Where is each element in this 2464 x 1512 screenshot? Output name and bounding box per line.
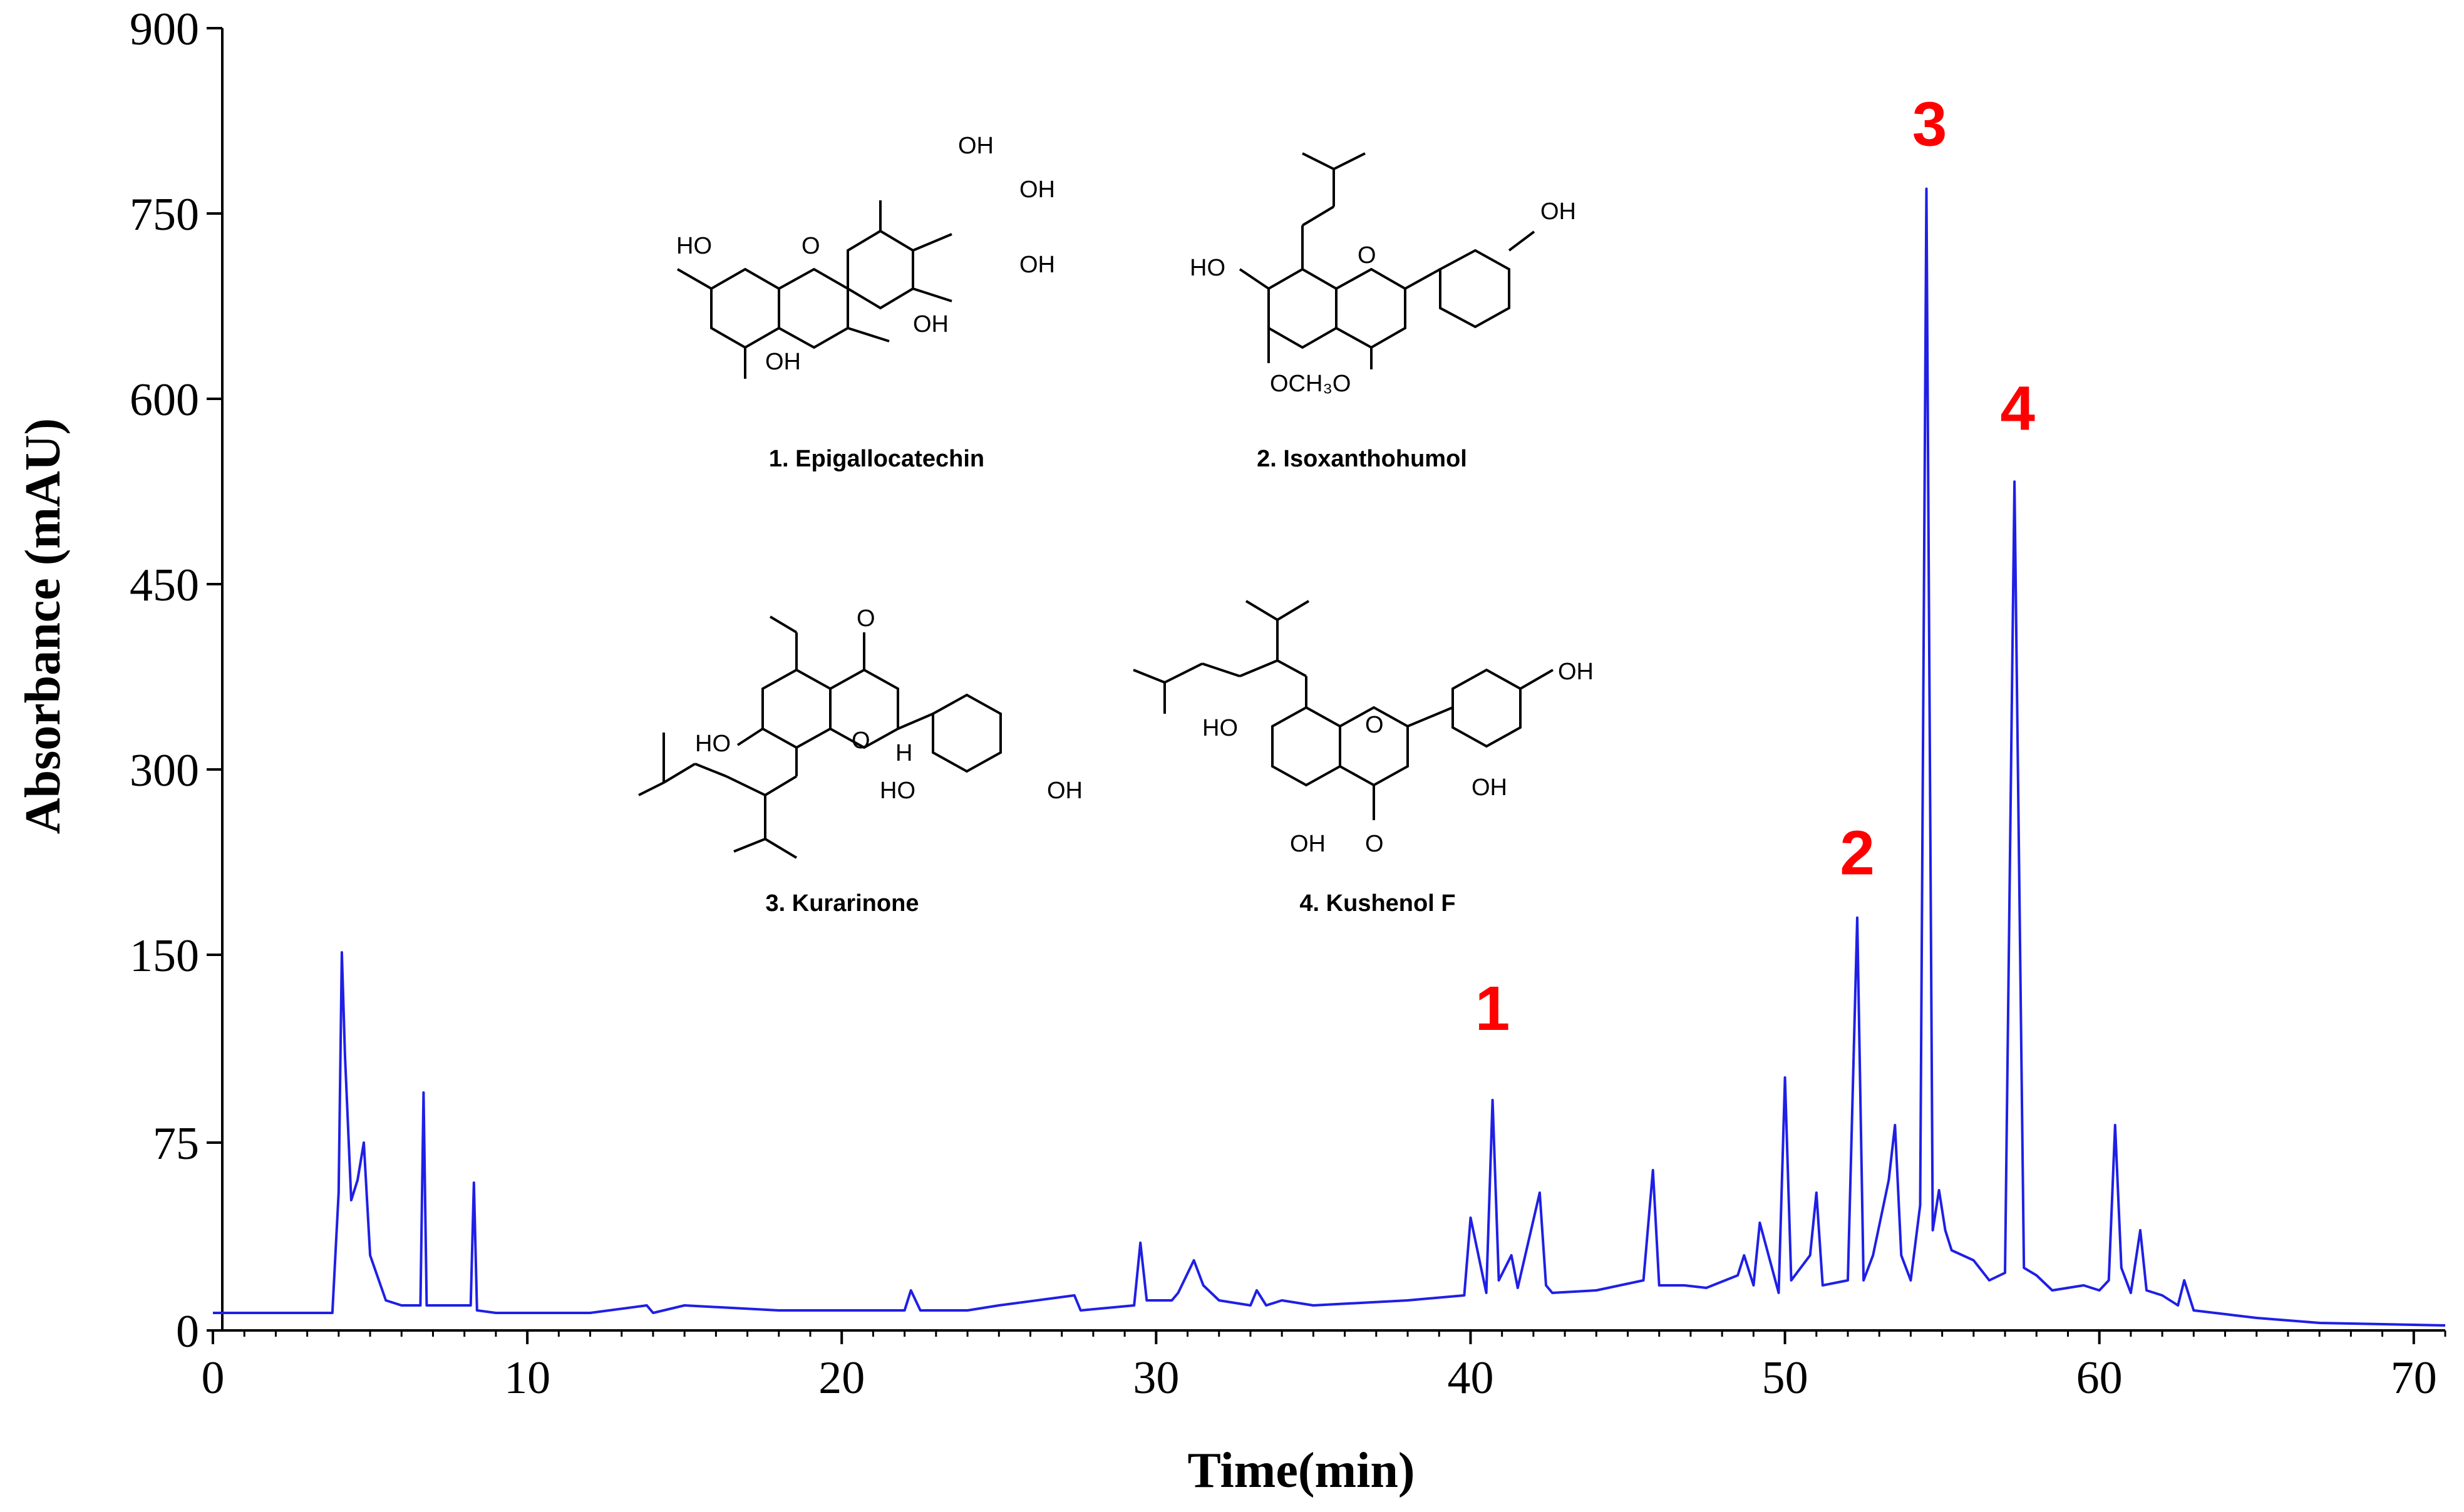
y-tick-label: 0 (176, 1306, 199, 1357)
y-tick-label: 750 (130, 189, 199, 240)
atom-label: OH (1540, 198, 1576, 225)
x-tick-label: 30 (1133, 1352, 1179, 1404)
structure-caption: 4. Kushenol F (1299, 890, 1455, 917)
series-line-0 (213, 187, 2446, 1327)
y-tick-label: 300 (130, 745, 199, 796)
axes (213, 28, 2445, 1332)
atom-label: O (802, 233, 820, 259)
atom-label: OH (1019, 252, 1055, 278)
atom-label: OH (1019, 177, 1055, 203)
atom-label: H (895, 740, 912, 766)
structure-epigallocatechin: HO O OH OH OH OH OH 1. Epigallocatechin (676, 133, 1055, 472)
atom-label: HO (1202, 715, 1238, 741)
y-tick-label: 600 (130, 374, 199, 426)
structure-isoxanthohumol: HO O OH OCH₃O 2. Isoxanthohumol (1190, 152, 1576, 472)
atom-label: OH (1047, 778, 1083, 804)
atom-label: OH (913, 311, 949, 337)
x-tick-label: 40 (1447, 1352, 1493, 1404)
atom-label: O (1365, 831, 1384, 857)
y-tick-label: 450 (130, 560, 199, 611)
structure-caption: 3. Kurarinone (766, 890, 919, 917)
x-tick-label: 0 (202, 1352, 225, 1404)
atom-label: HO (1190, 255, 1225, 281)
peak-label-2: 2 (1840, 818, 1875, 888)
peak-label-3: 3 (1912, 89, 1947, 159)
x-axis-title: Time(min) (1188, 1443, 1415, 1498)
x-tick-label: 60 (2076, 1352, 2123, 1404)
peak-labels: 1 2 3 4 (1475, 89, 2036, 1044)
x-tick-label: 50 (1762, 1352, 1808, 1404)
x-tick-label: 10 (504, 1352, 550, 1404)
atom-label: HO (880, 778, 915, 804)
structure-caption: 1. Epigallocatechin (769, 446, 984, 472)
series-layer (213, 187, 2446, 1327)
atom-label: OCH₃O (1270, 371, 1351, 397)
atom-label: OH (1558, 659, 1594, 685)
y-tick-label: 150 (130, 930, 199, 982)
peak-label-1: 1 (1475, 974, 1510, 1044)
atom-label: O (1365, 712, 1384, 738)
atom-label: O (857, 605, 875, 632)
x-tick-label: 20 (818, 1352, 865, 1404)
y-axis-title: Absorbance (mAU) (16, 418, 71, 834)
atom-label: OH (1472, 774, 1507, 801)
structure-kushenol-f: HO O OH OH OH O 4. Kushenol F (1133, 600, 1594, 917)
atom-label: O (852, 728, 870, 754)
atom-label: OH (765, 349, 801, 375)
y-tick-label: 900 (130, 4, 199, 55)
peak-label-4: 4 (2000, 373, 2035, 443)
structure-kurarinone: O HO O H HO OH 3. Kurarinone (638, 605, 1083, 917)
atom-label: O (1358, 242, 1376, 269)
atom-label: HO (695, 731, 731, 757)
atom-label: OH (958, 133, 994, 159)
x-tick-label: 70 (2391, 1352, 2437, 1404)
y-tick-label: 75 (153, 1118, 199, 1170)
atom-label: HO (676, 233, 712, 259)
structure-caption: 2. Isoxanthohumol (1257, 446, 1467, 472)
atom-label: OH (1290, 831, 1326, 857)
axis-ticks: 0 10 20 30 40 50 60 70 0 75 150 300 450 600 750 900 (130, 4, 2446, 1404)
